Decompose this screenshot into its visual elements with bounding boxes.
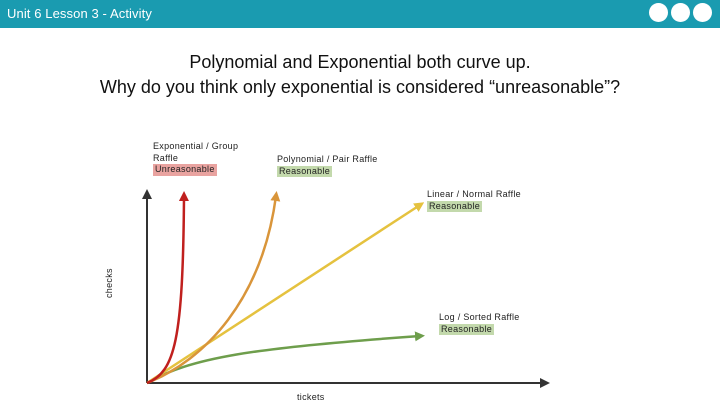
logo-dots — [649, 3, 712, 22]
exponential-tag: Unreasonable — [153, 164, 217, 176]
log-name: Log / Sorted Raffle — [439, 312, 520, 322]
linear-label: Linear / Normal Raffle Reasonable — [427, 189, 567, 212]
linear-curve — [146, 202, 425, 385]
y-axis-label: checks — [104, 268, 114, 298]
question-text: Polynomial and Exponential both curve up… — [0, 50, 720, 100]
question-line-1: Polynomial and Exponential both curve up… — [189, 52, 531, 72]
polynomial-label: Polynomial / Pair Raffle Reasonable — [277, 154, 417, 177]
linear-name: Linear / Normal Raffle — [427, 189, 521, 199]
log-label: Log / Sorted Raffle Reasonable — [439, 312, 579, 335]
logo-dot-icon — [649, 3, 668, 22]
polynomial-tag: Reasonable — [277, 165, 333, 177]
exponential-curve — [146, 191, 189, 385]
exponential-label: Exponential / Group Raffle Unreasonable — [153, 141, 263, 176]
header-bar: Unit 6 Lesson 3 - Activity — [0, 0, 720, 28]
linear-tag: Reasonable — [427, 200, 483, 212]
logo-dot-icon — [693, 3, 712, 22]
polynomial-curve — [146, 191, 281, 385]
polynomial-name: Polynomial / Pair Raffle — [277, 154, 378, 164]
logo-dot-icon — [671, 3, 690, 22]
log-tag: Reasonable — [439, 323, 495, 335]
header-title: Unit 6 Lesson 3 - Activity — [7, 6, 152, 21]
question-line-2: Why do you think only exponential is con… — [99, 77, 621, 97]
exponential-name: Exponential / Group Raffle — [153, 141, 239, 163]
x-axis-label: tickets — [297, 392, 325, 402]
